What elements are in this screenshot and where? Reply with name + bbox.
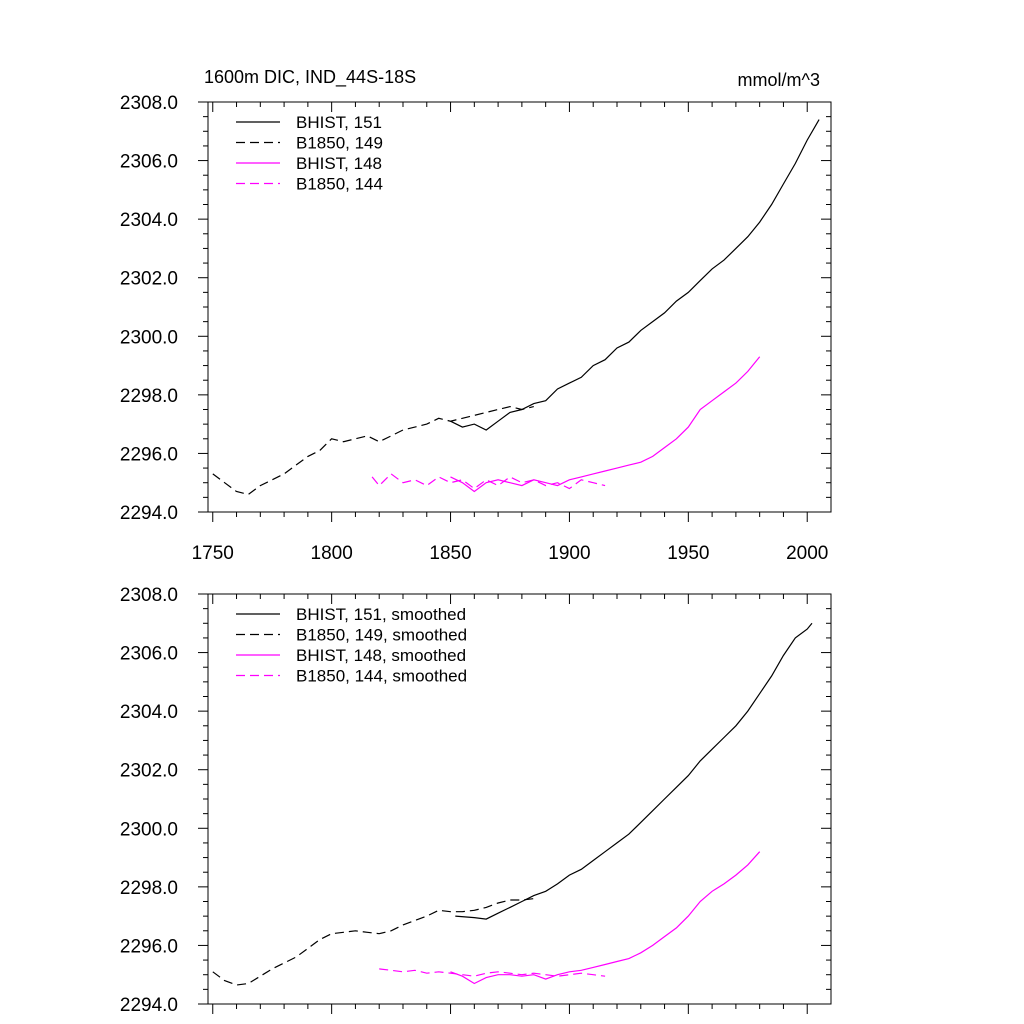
series-line-1 [212, 898, 534, 986]
series-line-0 [455, 622, 813, 920]
bottom-panel: 2294.0 2296.0 2298.0 2300.0 2302.0 2304.0 2306… [120, 585, 832, 1016]
legend-label: B1850, 144, smoothed [296, 667, 467, 686]
y-tick-label: 2296.0 [120, 936, 178, 957]
y-tick-label: 2304.0 [120, 702, 178, 723]
y-tick-label: 2294.0 [120, 995, 178, 1016]
x-tick-label: 1800 [311, 543, 353, 564]
x-tick-label: 2000 [786, 543, 828, 564]
legend-label: BHIST, 151 [296, 113, 382, 132]
legend-label: B1850, 149, smoothed [296, 626, 467, 645]
x-tick-label: 1850 [429, 543, 471, 564]
y-tick-label: 2300.0 [120, 327, 178, 348]
series-line-1 [212, 405, 534, 496]
y-tick-label: 2296.0 [120, 444, 178, 465]
chart-units-label: mmol/m^3 [738, 70, 820, 90]
y-tick-label: 2294.0 [120, 503, 178, 524]
y-tick-label: 2304.0 [120, 210, 178, 231]
y-tick-label: 2298.0 [120, 386, 178, 407]
y-tick-label: 2308.0 [120, 585, 178, 606]
x-tick-label: 1900 [548, 543, 590, 564]
chart-title: 1600m DIC, IND_44S-18S [204, 67, 416, 88]
y-tick-label: 2300.0 [120, 819, 178, 840]
series-line-2 [450, 356, 761, 493]
x-tick-label: 1950 [667, 543, 709, 564]
y-tick-label: 2308.0 [120, 93, 178, 114]
y-tick-label: 2306.0 [120, 644, 178, 665]
legend-label: BHIST, 151, smoothed [296, 605, 466, 624]
series-line-2 [450, 851, 761, 985]
legend-label: BHIST, 148 [296, 154, 382, 173]
legend-label: B1850, 149 [296, 134, 383, 153]
series-line-3 [371, 473, 606, 490]
top-panel: 1750 1800 1850 1900 1950 2000 2294.0 2296.0 2298… [120, 93, 832, 564]
series-line-0 [450, 119, 820, 431]
x-tick-label: 1750 [192, 543, 234, 564]
y-tick-label: 2302.0 [120, 761, 178, 782]
legend-label: B1850, 144 [296, 175, 383, 194]
y-tick-label: 2306.0 [120, 152, 178, 173]
y-tick-label: 2298.0 [120, 878, 178, 899]
y-tick-label: 2302.0 [120, 269, 178, 290]
legend-label: BHIST, 148, smoothed [296, 646, 466, 665]
series-line-3 [379, 968, 606, 977]
